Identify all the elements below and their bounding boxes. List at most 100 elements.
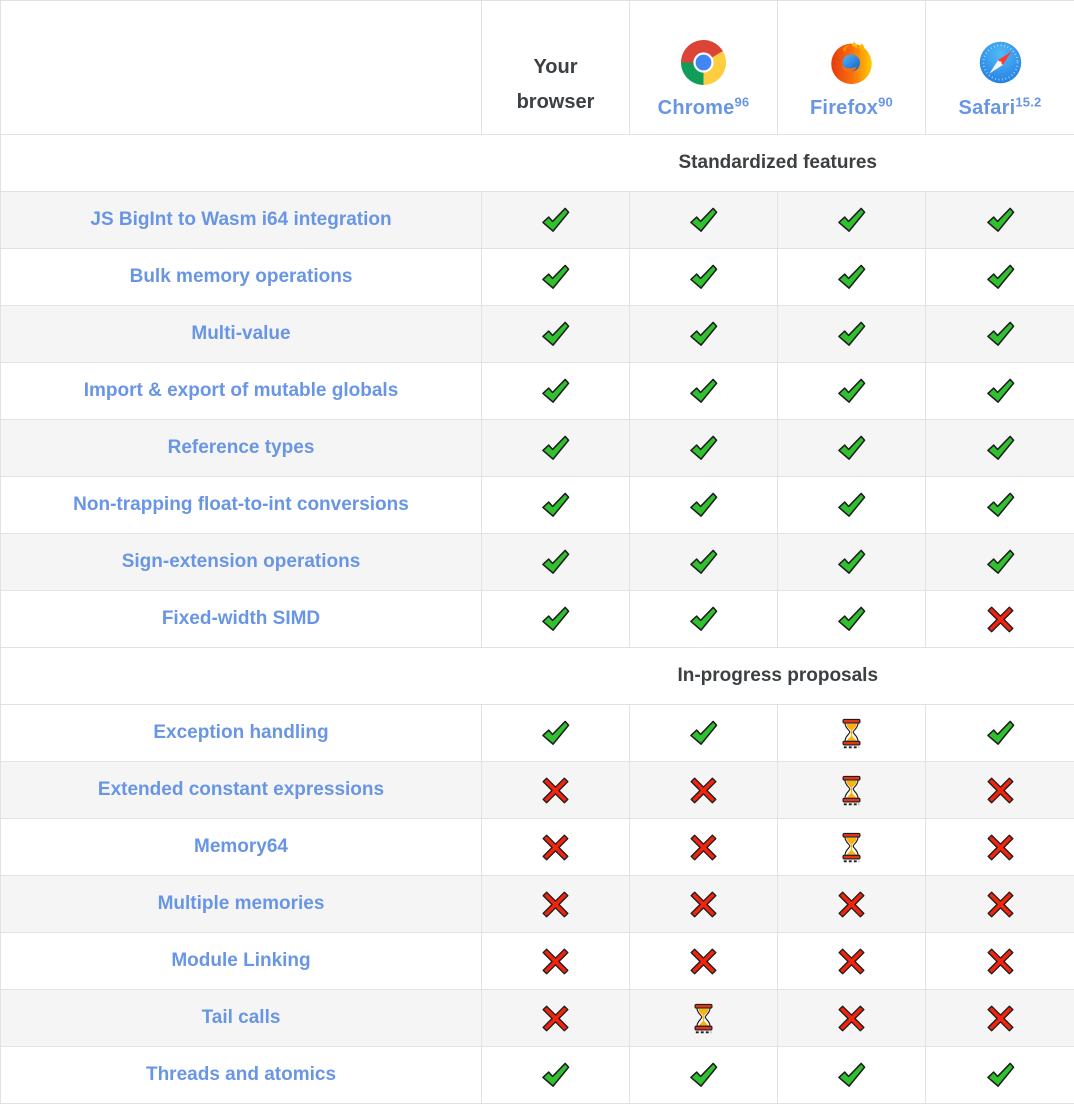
check-icon — [836, 605, 867, 634]
feature-name-cell: Non-trapping float-to-int conversions — [1, 477, 482, 534]
firefox-version: 90 — [878, 94, 893, 109]
support-cell — [778, 1047, 926, 1104]
support-cell — [778, 534, 926, 591]
hourglass-icon — [840, 832, 863, 863]
feature-link[interactable]: Exception handling — [153, 722, 328, 743]
support-cell — [482, 591, 630, 648]
feature-link[interactable]: Multi-value — [191, 323, 290, 344]
support-cell — [630, 591, 778, 648]
support-cell — [926, 762, 1074, 819]
check-icon — [985, 548, 1016, 577]
check-icon — [985, 1061, 1016, 1090]
feature-name-cell: JS BigInt to Wasm i64 integration — [1, 192, 482, 249]
feature-name-cell: Sign-extension operations — [1, 534, 482, 591]
feature-name-cell: Bulk memory operations — [1, 249, 482, 306]
check-icon — [688, 1061, 719, 1090]
feature-link[interactable]: Module Linking — [171, 950, 310, 971]
feature-row: Import & export of mutable globals — [1, 363, 1074, 420]
support-cell — [630, 1047, 778, 1104]
check-icon — [985, 263, 1016, 292]
support-cell — [926, 990, 1074, 1047]
feature-link[interactable]: Sign-extension operations — [122, 551, 361, 572]
check-icon — [688, 434, 719, 463]
cross-icon — [837, 1004, 866, 1033]
feature-link[interactable]: Bulk memory operations — [130, 266, 353, 287]
support-cell — [926, 363, 1074, 420]
support-cell — [482, 990, 630, 1047]
support-cell — [630, 534, 778, 591]
cross-icon — [541, 947, 570, 976]
support-cell — [778, 876, 926, 933]
browser-name-safari: Safari15.2 — [959, 97, 1042, 120]
section-title: In-progress proposals — [482, 648, 1074, 705]
feature-name-cell: Fixed-width SIMD — [1, 591, 482, 648]
feature-link[interactable]: Reference types — [168, 437, 315, 458]
support-cell — [630, 933, 778, 990]
browser-name-firefox: Firefox90 — [810, 97, 893, 120]
feature-link[interactable]: Extended constant expressions — [98, 779, 384, 800]
support-cell — [778, 249, 926, 306]
feature-link[interactable]: Import & export of mutable globals — [84, 380, 399, 401]
feature-link[interactable]: Tail calls — [202, 1007, 281, 1028]
check-icon — [836, 377, 867, 406]
support-cell — [630, 477, 778, 534]
feature-row: Non-trapping float-to-int conversions — [1, 477, 1074, 534]
section-spacer-cell — [1, 648, 482, 705]
cross-icon — [986, 833, 1015, 862]
support-cell — [778, 705, 926, 762]
feature-link[interactable]: Non-trapping float-to-int conversions — [73, 494, 409, 515]
support-cell — [482, 363, 630, 420]
browser-name-chrome: Chrome96 — [658, 97, 750, 120]
support-cell — [778, 933, 926, 990]
check-icon — [985, 719, 1016, 748]
support-cell — [630, 363, 778, 420]
feature-row: Multi-value — [1, 306, 1074, 363]
support-cell — [778, 306, 926, 363]
section-header-row: Standardized features — [1, 135, 1074, 192]
support-cell — [482, 876, 630, 933]
cross-icon — [986, 890, 1015, 919]
table-header: Your browser Chrome96 — [1, 1, 1074, 135]
feature-row: Exception handling — [1, 705, 1074, 762]
feature-link[interactable]: JS BigInt to Wasm i64 integration — [90, 209, 391, 230]
support-cell — [482, 819, 630, 876]
feature-name-cell: Threads and atomics — [1, 1047, 482, 1104]
feature-name-cell: Multi-value — [1, 306, 482, 363]
hourglass-icon — [840, 718, 863, 749]
feature-name-cell: Extended constant expressions — [1, 762, 482, 819]
cross-icon — [837, 947, 866, 976]
check-icon — [688, 548, 719, 577]
safari-logo-icon — [978, 40, 1023, 85]
check-icon — [836, 548, 867, 577]
check-icon — [985, 491, 1016, 520]
support-cell — [482, 933, 630, 990]
check-icon — [540, 605, 571, 634]
feature-row: Fixed-width SIMD — [1, 591, 1074, 648]
feature-link[interactable]: Threads and atomics — [146, 1064, 336, 1085]
cross-icon — [689, 947, 718, 976]
support-cell — [630, 306, 778, 363]
feature-link[interactable]: Multiple memories — [158, 893, 325, 914]
support-cell — [778, 192, 926, 249]
support-cell — [630, 876, 778, 933]
feature-row: Module Linking — [1, 933, 1074, 990]
hourglass-icon — [692, 1003, 715, 1034]
check-icon — [836, 206, 867, 235]
column-header-firefox: Firefox90 — [778, 1, 926, 135]
check-icon — [540, 263, 571, 292]
feature-link[interactable]: Fixed-width SIMD — [162, 608, 320, 629]
check-icon — [836, 491, 867, 520]
support-cell — [778, 591, 926, 648]
your-browser-label: Your browser — [510, 50, 602, 120]
support-cell — [482, 705, 630, 762]
feature-row: JS BigInt to Wasm i64 integration — [1, 192, 1074, 249]
support-cell — [926, 876, 1074, 933]
feature-link[interactable]: Memory64 — [194, 836, 288, 857]
feature-row: Reference types — [1, 420, 1074, 477]
check-icon — [836, 320, 867, 349]
support-cell — [482, 1047, 630, 1104]
support-cell — [482, 249, 630, 306]
support-cell — [926, 249, 1074, 306]
check-icon — [540, 548, 571, 577]
feature-name-cell: Tail calls — [1, 990, 482, 1047]
